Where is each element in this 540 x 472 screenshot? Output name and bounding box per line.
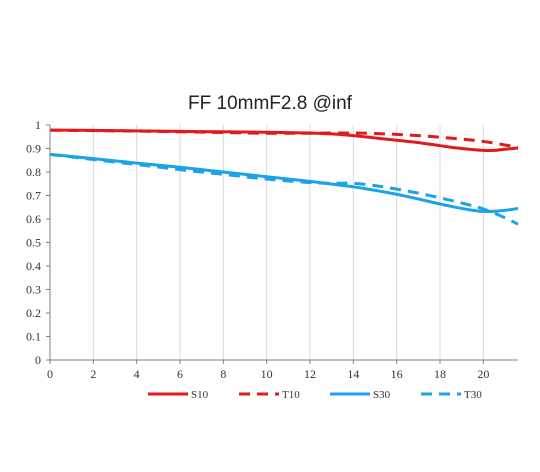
series-line-t30 (49, 152, 519, 226)
series-lines (49, 128, 519, 226)
y-tick-label: 0.4 (26, 259, 41, 273)
y-tick-label: 0.3 (26, 283, 41, 297)
x-tick-label: 8 (220, 367, 226, 381)
y-tick-label: 0.2 (26, 306, 41, 320)
x-tick-label: 4 (134, 367, 140, 381)
x-tick-label: 16 (391, 367, 403, 381)
x-tick-label: 6 (177, 367, 183, 381)
y-tick-label: 1 (35, 118, 41, 132)
x-tick-label: 2 (90, 367, 96, 381)
grid (92, 125, 484, 360)
x-tick-label: 12 (304, 367, 316, 381)
y-tick-label: 0.8 (26, 165, 41, 179)
x-tick-label: 10 (261, 367, 273, 381)
legend-label-s10: S10 (191, 389, 209, 401)
x-tick-label: 18 (434, 367, 446, 381)
y-tick-label: 0.6 (26, 212, 41, 226)
series-line-t10 (49, 128, 519, 149)
y-tick-label: 0.7 (26, 189, 41, 203)
legend-label-t30: T30 (464, 389, 482, 401)
legend: S10 T10 S30 T30 (148, 389, 482, 401)
x-tick-label: 0 (47, 367, 53, 381)
axes: 0 2 4 6 8 10 12 14 16 18 20 0 0.1 0.2 0.3 0.4 0.5 0.6 0.7 0… (26, 118, 518, 381)
legend-label-t10: T10 (282, 389, 300, 401)
chart-title: FF 10mmF2.8 @inf (188, 93, 353, 114)
y-tick-label: 0.5 (26, 236, 41, 250)
x-tick-label: 20 (477, 367, 489, 381)
x-tick-label: 14 (347, 367, 359, 381)
y-tick-label: 0 (35, 353, 41, 367)
y-tick-label: 0.1 (26, 330, 41, 344)
series-line-s30 (49, 152, 519, 214)
legend-label-s30: S30 (373, 389, 391, 401)
y-tick-label: 0.9 (26, 142, 41, 156)
